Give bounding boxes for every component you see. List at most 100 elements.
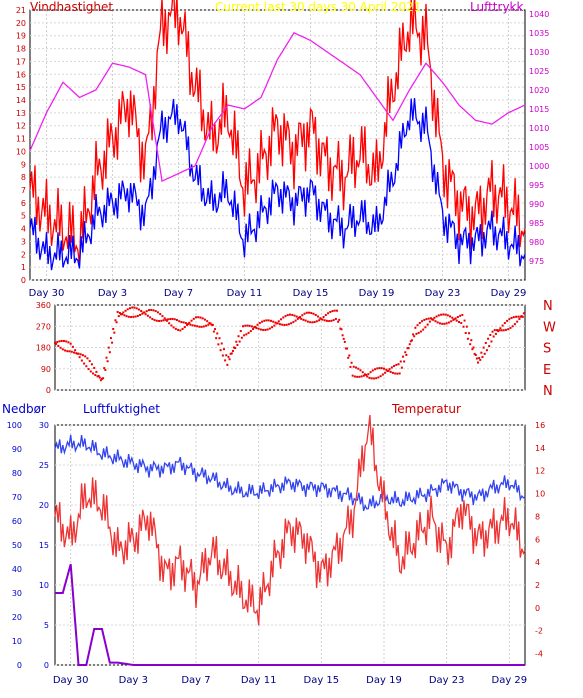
direction-point [440, 313, 443, 316]
direction-point [340, 328, 343, 331]
y2-tick-label: 980 [529, 238, 544, 247]
direction-point [195, 316, 197, 319]
direction-point [242, 325, 244, 328]
direction-point [414, 326, 417, 329]
direction-point [233, 346, 236, 349]
direction-point [149, 316, 152, 319]
direction-point [228, 358, 231, 361]
direction-point [511, 325, 514, 328]
direction-point [216, 332, 219, 335]
direction-point [466, 337, 469, 340]
direction-point [318, 319, 321, 322]
direction-point [143, 311, 146, 314]
direction-point [74, 349, 77, 352]
direction-point [106, 360, 109, 363]
y-tick-label: 6 [21, 199, 26, 208]
x-tick-label: Day 3 [119, 675, 148, 686]
x-tick-label: Day 15 [304, 675, 340, 686]
direction-point [105, 356, 108, 359]
direction-point [424, 326, 427, 329]
direction-point [245, 333, 248, 336]
direction-point [247, 331, 250, 334]
direction-point [398, 372, 401, 375]
direction-point [170, 324, 173, 327]
direction-point [377, 376, 380, 379]
y2-tick-label: 1030 [529, 48, 549, 57]
direction-point [407, 347, 410, 350]
direction-point [313, 320, 316, 323]
direction-point [183, 326, 186, 329]
direction-point [55, 342, 58, 345]
y2-tick-label: 995 [529, 181, 544, 190]
direction-point [80, 359, 83, 362]
direction-point [301, 314, 304, 317]
direction-point [122, 311, 125, 314]
compass-label: W [543, 320, 556, 335]
direction-point [499, 327, 502, 330]
direction-point [58, 340, 61, 343]
direction-point [108, 351, 111, 354]
direction-point [515, 315, 518, 318]
direction-point [141, 312, 144, 315]
direction-point [321, 318, 324, 321]
direction-point [460, 322, 463, 325]
direction-point [96, 375, 99, 378]
direction-point [197, 316, 200, 319]
wind-speed-line [29, 97, 526, 271]
humidity-tick-label: 10 [39, 581, 49, 590]
direction-point [352, 365, 355, 368]
direction-point [449, 315, 452, 318]
direction-point [468, 332, 471, 335]
y-tick-label: 5 [21, 212, 26, 221]
direction-point [109, 337, 112, 340]
direction-point [482, 346, 485, 349]
direction-point [150, 308, 153, 311]
y-tick-label: 3 [21, 237, 26, 246]
temp-tick-label: 4 [535, 558, 540, 567]
direction-point [359, 369, 362, 372]
direction-point [154, 310, 157, 313]
direction-point [311, 321, 314, 324]
humidity-title: Luftfuktighet [83, 402, 160, 416]
direction-point [267, 319, 270, 322]
y-tick-label: 21 [16, 6, 26, 15]
direction-point [497, 330, 500, 333]
direction-point [111, 341, 114, 344]
precip-tick-label: 40 [12, 565, 22, 574]
x-tick-label: Day 29 [491, 288, 527, 299]
direction-point [444, 313, 447, 316]
direction-point [184, 322, 187, 325]
direction-point [506, 319, 509, 322]
direction-point [493, 329, 496, 332]
direction-point [479, 358, 482, 361]
direction-point [144, 313, 147, 316]
direction-point [211, 323, 214, 326]
direction-point [342, 337, 345, 340]
temperature-line [54, 414, 526, 626]
direction-point [344, 347, 347, 350]
direction-point [454, 317, 457, 320]
direction-point [280, 318, 283, 321]
direction-point [62, 339, 65, 342]
direction-point [419, 330, 422, 333]
direction-point [450, 320, 453, 323]
direction-point [421, 320, 424, 323]
direction-point [390, 366, 393, 369]
direction-point [437, 314, 440, 317]
direction-point [171, 317, 174, 320]
y-tick-label: 360 [36, 301, 51, 310]
direction-point [520, 315, 523, 318]
direction-point [368, 376, 371, 379]
direction-point [496, 329, 499, 332]
direction-point [217, 343, 220, 346]
direction-point [402, 355, 405, 358]
direction-point [315, 320, 318, 323]
direction-point [492, 335, 495, 338]
direction-point [272, 320, 275, 323]
direction-point [207, 323, 210, 326]
direction-point [159, 313, 162, 316]
precip-tick-label: 20 [12, 613, 22, 622]
direction-point [90, 363, 93, 366]
direction-point [366, 375, 369, 378]
precip-tick-label: 80 [12, 469, 22, 478]
